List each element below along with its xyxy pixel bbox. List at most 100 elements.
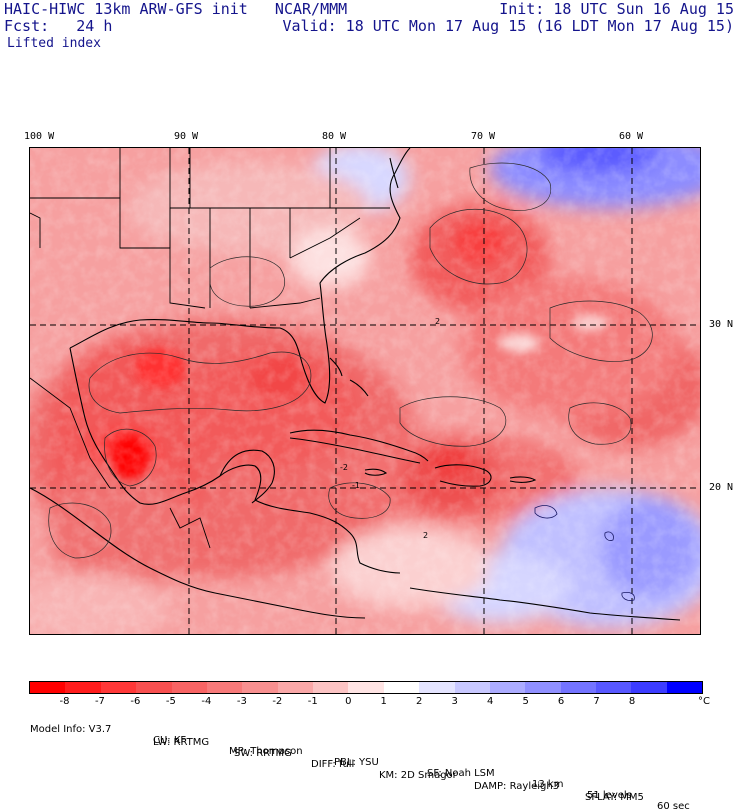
coast-pacific-mexico bbox=[30, 487, 366, 619]
colorbar-tick-label: -6 bbox=[130, 696, 141, 707]
lon-label-100w: 100 W bbox=[24, 131, 55, 142]
lon-label-90w: 90 W bbox=[174, 131, 199, 142]
colorbar-segment bbox=[489, 682, 526, 693]
colorbar-tick-label: 3 bbox=[451, 696, 458, 707]
latlon-grid bbox=[30, 148, 700, 634]
colorbar-tick-label: 6 bbox=[557, 696, 565, 707]
contour-2 bbox=[104, 428, 157, 487]
border-nm bbox=[30, 212, 41, 248]
border-sc bbox=[289, 217, 361, 259]
colorbar-segment bbox=[171, 682, 207, 693]
colorbar-tick-label: -4 bbox=[201, 696, 212, 707]
colorbar-segment bbox=[313, 682, 349, 693]
colorbar-tick-label: 4 bbox=[486, 696, 494, 707]
lon-label-70w: 70 W bbox=[471, 131, 496, 142]
colorbar-segment bbox=[242, 682, 278, 693]
model-info-row2: LW: RRTMG SW: RRTMG DIFF: full KM: 2D Sm… bbox=[30, 726, 730, 803]
political-borders bbox=[30, 148, 390, 549]
contour-pos-1 bbox=[534, 505, 558, 519]
field-name: Lifted index bbox=[7, 36, 101, 51]
colorbar-segment bbox=[136, 682, 172, 693]
border-guatemala bbox=[169, 507, 211, 549]
contour-label-2: -2 bbox=[340, 463, 348, 472]
contour-label-4: 2 bbox=[423, 531, 428, 540]
contour-1 bbox=[88, 351, 312, 414]
contour-5 bbox=[549, 300, 653, 362]
info-diff: DIFF: full bbox=[311, 759, 355, 770]
contour-9 bbox=[568, 402, 632, 445]
lon-label-80w: 80 W bbox=[322, 131, 347, 142]
colorbar-unit: °C bbox=[698, 696, 710, 707]
colorbar bbox=[29, 681, 703, 694]
contour-pos-2 bbox=[604, 531, 614, 541]
contour-6 bbox=[209, 256, 285, 307]
colorbar-tick-label: -8 bbox=[59, 696, 70, 707]
colorbar-tick-label: -2 bbox=[272, 696, 283, 707]
coast-chesapeake bbox=[389, 157, 399, 189]
colorbar-segment bbox=[277, 682, 313, 693]
coast-yucatan bbox=[219, 449, 275, 504]
colorbar-tick-label: 0 bbox=[345, 696, 352, 707]
field-texture bbox=[30, 148, 700, 634]
lat-label-20n: 20 N bbox=[709, 482, 734, 493]
contour-7 bbox=[48, 502, 112, 559]
li-positive-contours bbox=[534, 505, 635, 601]
border-la bbox=[169, 248, 206, 309]
colorbar-segment bbox=[525, 682, 561, 693]
lifted-index-map: 2 -2 -1 2 bbox=[29, 147, 701, 635]
contour-pos-3 bbox=[621, 592, 635, 601]
colorbar-segment bbox=[666, 682, 703, 693]
colorbar-tick-label: -5 bbox=[165, 696, 176, 707]
forecast-hour: Fcst: 24 h bbox=[4, 17, 113, 35]
colorbar-tick-label: -7 bbox=[94, 696, 105, 707]
coast-cuba-south bbox=[289, 437, 421, 464]
colorbar-segment bbox=[454, 682, 490, 693]
contour-4 bbox=[399, 396, 507, 447]
colorbar-segment bbox=[348, 682, 384, 693]
coast-central-america bbox=[254, 499, 401, 574]
colorbar-segment bbox=[383, 682, 420, 693]
info-sw: SW: RRTMG bbox=[234, 748, 292, 759]
coast-mexico-east bbox=[69, 347, 262, 505]
colorbar-tick-label: -1 bbox=[307, 696, 318, 707]
contour-10 bbox=[469, 162, 552, 211]
colorbar-tick-label: 5 bbox=[522, 696, 529, 707]
border-us-mexico bbox=[30, 377, 111, 489]
contour-label-1: 2 bbox=[435, 317, 440, 326]
contour-3 bbox=[429, 209, 528, 285]
lat-label-30n: 30 N bbox=[709, 319, 734, 330]
colorbar-tick-label: -3 bbox=[236, 696, 247, 707]
colorbar-tick-label: 2 bbox=[416, 696, 423, 707]
colorbar-segment bbox=[419, 682, 455, 693]
contour-label-3: -1 bbox=[352, 481, 360, 490]
contour-8 bbox=[328, 482, 391, 519]
colorbar-segment bbox=[206, 682, 243, 693]
info-lw: LW: RRTMG bbox=[153, 737, 210, 748]
border-tx-ok bbox=[30, 197, 190, 249]
coast-cuba bbox=[289, 429, 429, 462]
border-fl-panhandle bbox=[249, 297, 321, 309]
info-sflay: SFLAY: MM5 bbox=[585, 792, 644, 803]
colorbar-segment bbox=[30, 682, 66, 693]
lon-label-60w: 60 W bbox=[619, 131, 644, 142]
model-title: HAIC-HIWC 13km ARW-GFS init NCAR/MMM bbox=[4, 0, 348, 18]
info-damp: DAMP: Rayleigh3 bbox=[474, 781, 560, 792]
info-km: KM: 2D Smagor bbox=[379, 770, 457, 781]
init-time: Init: 18 UTC Sun 16 Aug 15 bbox=[499, 0, 734, 18]
coast-jamaica bbox=[364, 468, 388, 476]
colorbar-tick-label: 8 bbox=[628, 696, 636, 707]
li-contours bbox=[48, 162, 653, 559]
colorbar-tick-label: 1 bbox=[380, 696, 387, 707]
valid-time: Valid: 18 UTC Mon 17 Aug 15 (16 LDT Mon … bbox=[282, 17, 734, 35]
coast-venezuela bbox=[409, 587, 681, 621]
coastlines bbox=[30, 148, 681, 621]
coast-bahamas bbox=[329, 357, 369, 397]
colorbar-segment bbox=[631, 682, 667, 693]
colorbar-segment bbox=[560, 682, 596, 693]
colorbar-segment bbox=[100, 682, 137, 693]
coast-gulf bbox=[69, 148, 411, 404]
colorbar-segment bbox=[596, 682, 632, 693]
info-version: Model Info: V3.7 bbox=[30, 724, 112, 735]
coast-puerto-rico bbox=[509, 476, 537, 483]
colorbar-segment bbox=[65, 682, 101, 693]
